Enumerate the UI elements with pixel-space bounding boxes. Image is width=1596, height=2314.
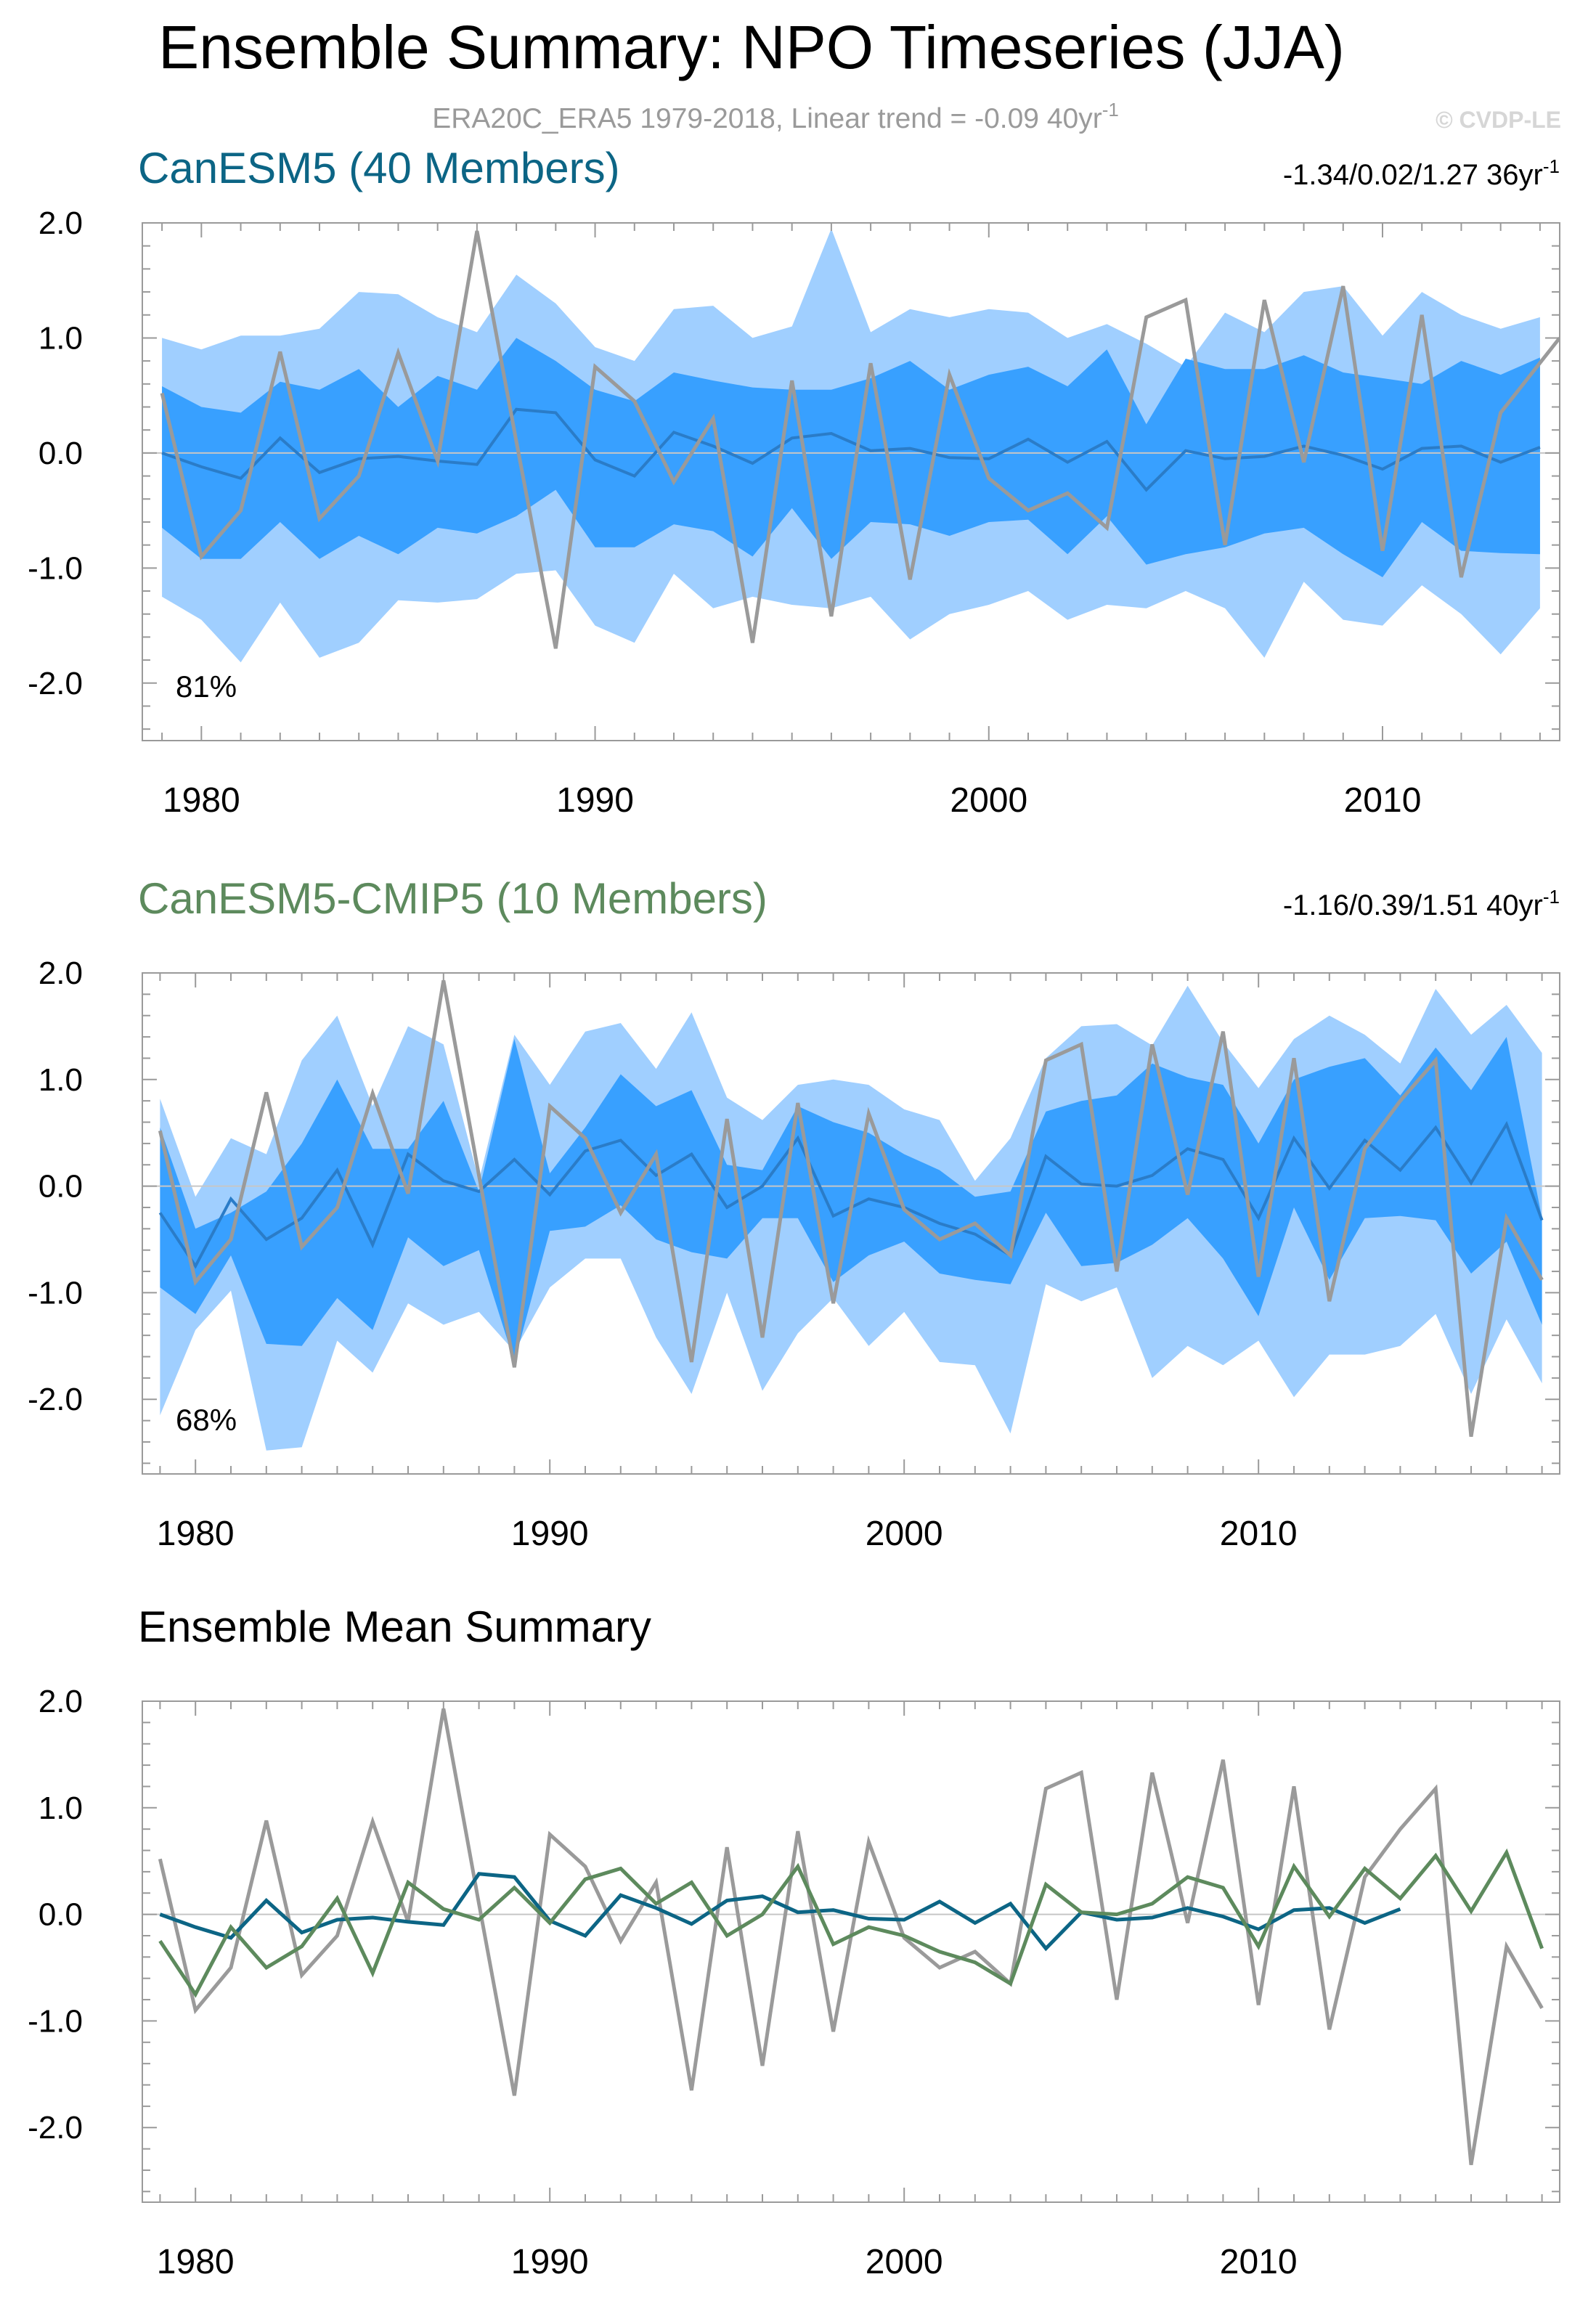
y-tick-label: -1.0 — [28, 1275, 83, 1311]
observations-line — [158, 979, 1544, 1438]
trend-text: -1.16/0.39/1.51 40yr — [1283, 889, 1543, 921]
plot-area — [142, 228, 1560, 663]
y-tick-label: 2.0 — [38, 205, 83, 241]
y-tick-label: 1.0 — [38, 1062, 83, 1098]
panel-ensemble-mean-summary: Ensemble Mean Summary -2.0 -1.0 0.0 1.0 2.0 19… — [28, 1602, 1560, 2281]
x-tick-label: 2000 — [866, 2243, 943, 2281]
trend-label: -1.34/0.02/1.27 36yr-1 — [1283, 155, 1560, 191]
x-tick-label: 2010 — [1344, 781, 1422, 820]
trend-superscript: -1 — [1543, 155, 1560, 177]
y-tick-label: -2.0 — [28, 1382, 83, 1417]
x-tick-label: 1980 — [163, 781, 240, 820]
x-tick-label: 2000 — [866, 1515, 943, 1553]
figure-title: Ensemble Summary: NPO Timeseries (JJA) — [158, 13, 1345, 81]
panel-canesm5-cmip5: CanESM5-CMIP5 (10 Members) -1.16/0.39/1.5… — [28, 874, 1560, 1553]
plot-frame — [142, 972, 1560, 1475]
x-tick-label: 2010 — [1220, 2243, 1298, 2281]
panel-title: Ensemble Mean Summary — [138, 1602, 651, 1651]
panel-title: CanESM5-CMIP5 (10 Members) — [138, 874, 768, 923]
x-tick-label: 1990 — [556, 781, 634, 820]
y-tick-label: -2.0 — [28, 2110, 83, 2146]
y-tick-label: 2.0 — [38, 956, 83, 991]
panel-canesm5: CanESM5 (40 Members) -1.34/0.02/1.27 36yr… — [28, 144, 1560, 820]
y-tick-label: 1.0 — [38, 320, 83, 356]
figure-subtitle: ERA20C_ERA5 1979-2018, Linear trend = -0… — [432, 99, 1119, 134]
y-tick-label: 0.0 — [38, 1897, 83, 1933]
x-tick-label: 1980 — [157, 2243, 235, 2281]
plot-area — [142, 979, 1560, 1451]
credit-label: © CVDP-LE — [1436, 107, 1561, 133]
axis-ticks — [142, 222, 1560, 741]
y-tick-label: -1.0 — [28, 2003, 83, 2039]
x-tick-label: 2000 — [950, 781, 1027, 820]
axis-ticks — [142, 1700, 1560, 2202]
plot-area — [142, 1708, 1560, 2166]
y-tick-label: 2.0 — [38, 1684, 83, 1719]
plot-frame — [142, 222, 1560, 741]
x-tick-label: 1980 — [157, 1515, 235, 1553]
panel-title: CanESM5 (40 Members) — [138, 144, 620, 192]
y-tick-label: 1.0 — [38, 1791, 83, 1826]
series-line-canesm5 — [159, 1872, 1401, 1952]
ensemble-mean-line — [161, 407, 1541, 492]
y-tick-label: -2.0 — [28, 666, 83, 701]
y-tick-label: 0.0 — [38, 1169, 83, 1205]
observations-line — [160, 230, 1560, 649]
subtitle-superscript: -1 — [1102, 99, 1119, 121]
x-tick-label: 1990 — [511, 2243, 589, 2281]
percent-label: 81% — [176, 669, 237, 704]
trend-label: -1.16/0.39/1.51 40yr-1 — [1283, 886, 1560, 921]
x-tick-label: 1990 — [511, 1515, 589, 1553]
y-tick-label: -1.0 — [28, 550, 83, 586]
y-tick-label: 0.0 — [38, 436, 83, 471]
trend-text: -1.34/0.02/1.27 36yr — [1283, 159, 1543, 191]
series-line-canesm5-cmip5 — [158, 1848, 1544, 1998]
plot-frame — [142, 1700, 1560, 2203]
axis-ticks — [142, 972, 1560, 1474]
trend-superscript: -1 — [1543, 886, 1560, 908]
subtitle-text: ERA20C_ERA5 1979-2018, Linear trend = -0… — [432, 103, 1102, 134]
x-tick-label: 2010 — [1220, 1515, 1298, 1553]
percent-label: 68% — [176, 1403, 237, 1437]
